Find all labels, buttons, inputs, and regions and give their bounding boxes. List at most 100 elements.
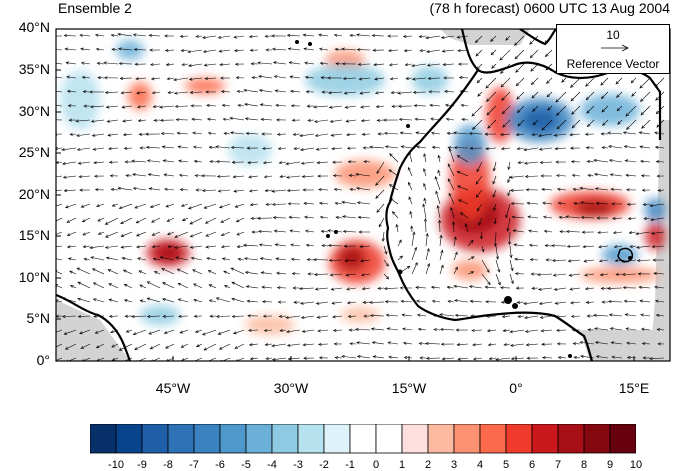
wind-vector (601, 287, 609, 289)
wind-vector-head (653, 271, 657, 276)
wind-vector-head (640, 327, 645, 331)
wind-vector-head (248, 189, 253, 193)
wind-vector-head (111, 344, 115, 348)
wind-vector-head (300, 161, 305, 165)
wind-vector (80, 48, 91, 51)
wind-vector-head (145, 145, 150, 149)
wind-vector-head (162, 282, 166, 286)
wind-vector-head (69, 285, 74, 288)
wind-vector-head (542, 201, 546, 205)
wind-vector-head (271, 344, 275, 348)
wind-vector-head (554, 147, 559, 151)
wind-vector (568, 259, 581, 262)
wind-vector-head (389, 153, 393, 157)
wind-vector-head (271, 202, 276, 206)
wind-vector (341, 201, 357, 205)
wind-vector-head (201, 332, 206, 336)
wind-vector-head (586, 314, 591, 318)
wind-vector (167, 77, 175, 80)
wind-vector (388, 356, 399, 359)
wind-vector (224, 285, 231, 289)
wind-vector (579, 187, 595, 191)
wind-vector (125, 175, 133, 177)
wind-vector-head (137, 119, 142, 123)
wind-vector-head (209, 314, 213, 318)
wind-vector-head (207, 131, 212, 135)
wind-vector-head (208, 299, 213, 303)
lon-label: 45°W (155, 380, 191, 396)
wind-vector (524, 315, 539, 319)
wind-vector-head (66, 245, 71, 249)
wind-vector-head (378, 223, 382, 228)
wind-vector-head (245, 285, 250, 289)
wind-vector-head (53, 104, 56, 107)
wind-vector-head (349, 342, 353, 346)
wind-vector-head (627, 216, 632, 221)
wind-vector-head (423, 197, 427, 202)
wind-vector (541, 119, 553, 131)
wind-vector (190, 245, 203, 248)
wind-vector-head (593, 313, 597, 317)
colorbar-tick-label: -7 (189, 459, 199, 471)
wind-vector (607, 132, 623, 135)
wind-vector (161, 133, 175, 135)
wind-vector-head (612, 231, 617, 235)
wind-vector (237, 90, 245, 93)
wind-vector (454, 300, 469, 303)
wind-vector (190, 91, 203, 93)
wind-vector (453, 251, 458, 261)
wind-vector (527, 216, 539, 219)
wind-vector-head (318, 342, 322, 346)
wind-vector-head (439, 327, 444, 331)
wind-vector-head (328, 258, 333, 262)
wind-vector (455, 314, 469, 317)
wind-vector-head (265, 202, 269, 206)
wind-vector-head (617, 121, 621, 125)
wind-vector-head (585, 96, 590, 101)
wind-vector-head (97, 76, 101, 80)
wind-vector (139, 284, 147, 289)
wind-vector-head (358, 77, 363, 81)
wind-vector-head (90, 256, 94, 260)
wind-vector (287, 34, 301, 37)
wind-vector (258, 75, 273, 79)
wind-vector (165, 49, 175, 51)
wind-vector (570, 91, 581, 102)
wind-vector (509, 175, 525, 178)
wind-vector (611, 188, 623, 191)
wind-vector (507, 175, 511, 183)
wind-vector-head (123, 284, 128, 287)
wind-vector-head (327, 243, 332, 248)
wind-vector (416, 146, 427, 149)
wind-vector (91, 119, 105, 122)
wind-vector (289, 216, 301, 219)
wind-vector-head (125, 174, 129, 178)
wind-vector-head (654, 285, 658, 289)
wind-vector-head (118, 347, 123, 351)
wind-vector (478, 217, 483, 226)
wind-vector (67, 245, 77, 248)
wind-vector-head (164, 187, 168, 191)
wind-vector-head (411, 64, 415, 68)
wind-vector-head (457, 49, 461, 53)
wind-vector-head (96, 61, 101, 66)
wind-vector (425, 263, 430, 275)
wind-vector-head (631, 93, 635, 97)
wind-vector (195, 329, 203, 333)
wind-vector-head (453, 146, 458, 150)
wind-vector-head (341, 47, 345, 51)
wind-vector (588, 174, 595, 177)
wind-vector (532, 133, 539, 136)
wind-vector-head (234, 204, 239, 208)
wind-vector (625, 328, 637, 331)
wind-vector (103, 62, 119, 65)
wind-vector (275, 258, 287, 261)
wind-vector (512, 216, 525, 219)
wind-vector (234, 49, 245, 52)
wind-vector-head (469, 299, 474, 303)
wind-vector (209, 161, 217, 163)
reference-arrow-icon (601, 44, 629, 52)
wind-vector-head (451, 221, 456, 225)
wind-vector (274, 230, 287, 233)
wind-vector-head (335, 62, 339, 66)
